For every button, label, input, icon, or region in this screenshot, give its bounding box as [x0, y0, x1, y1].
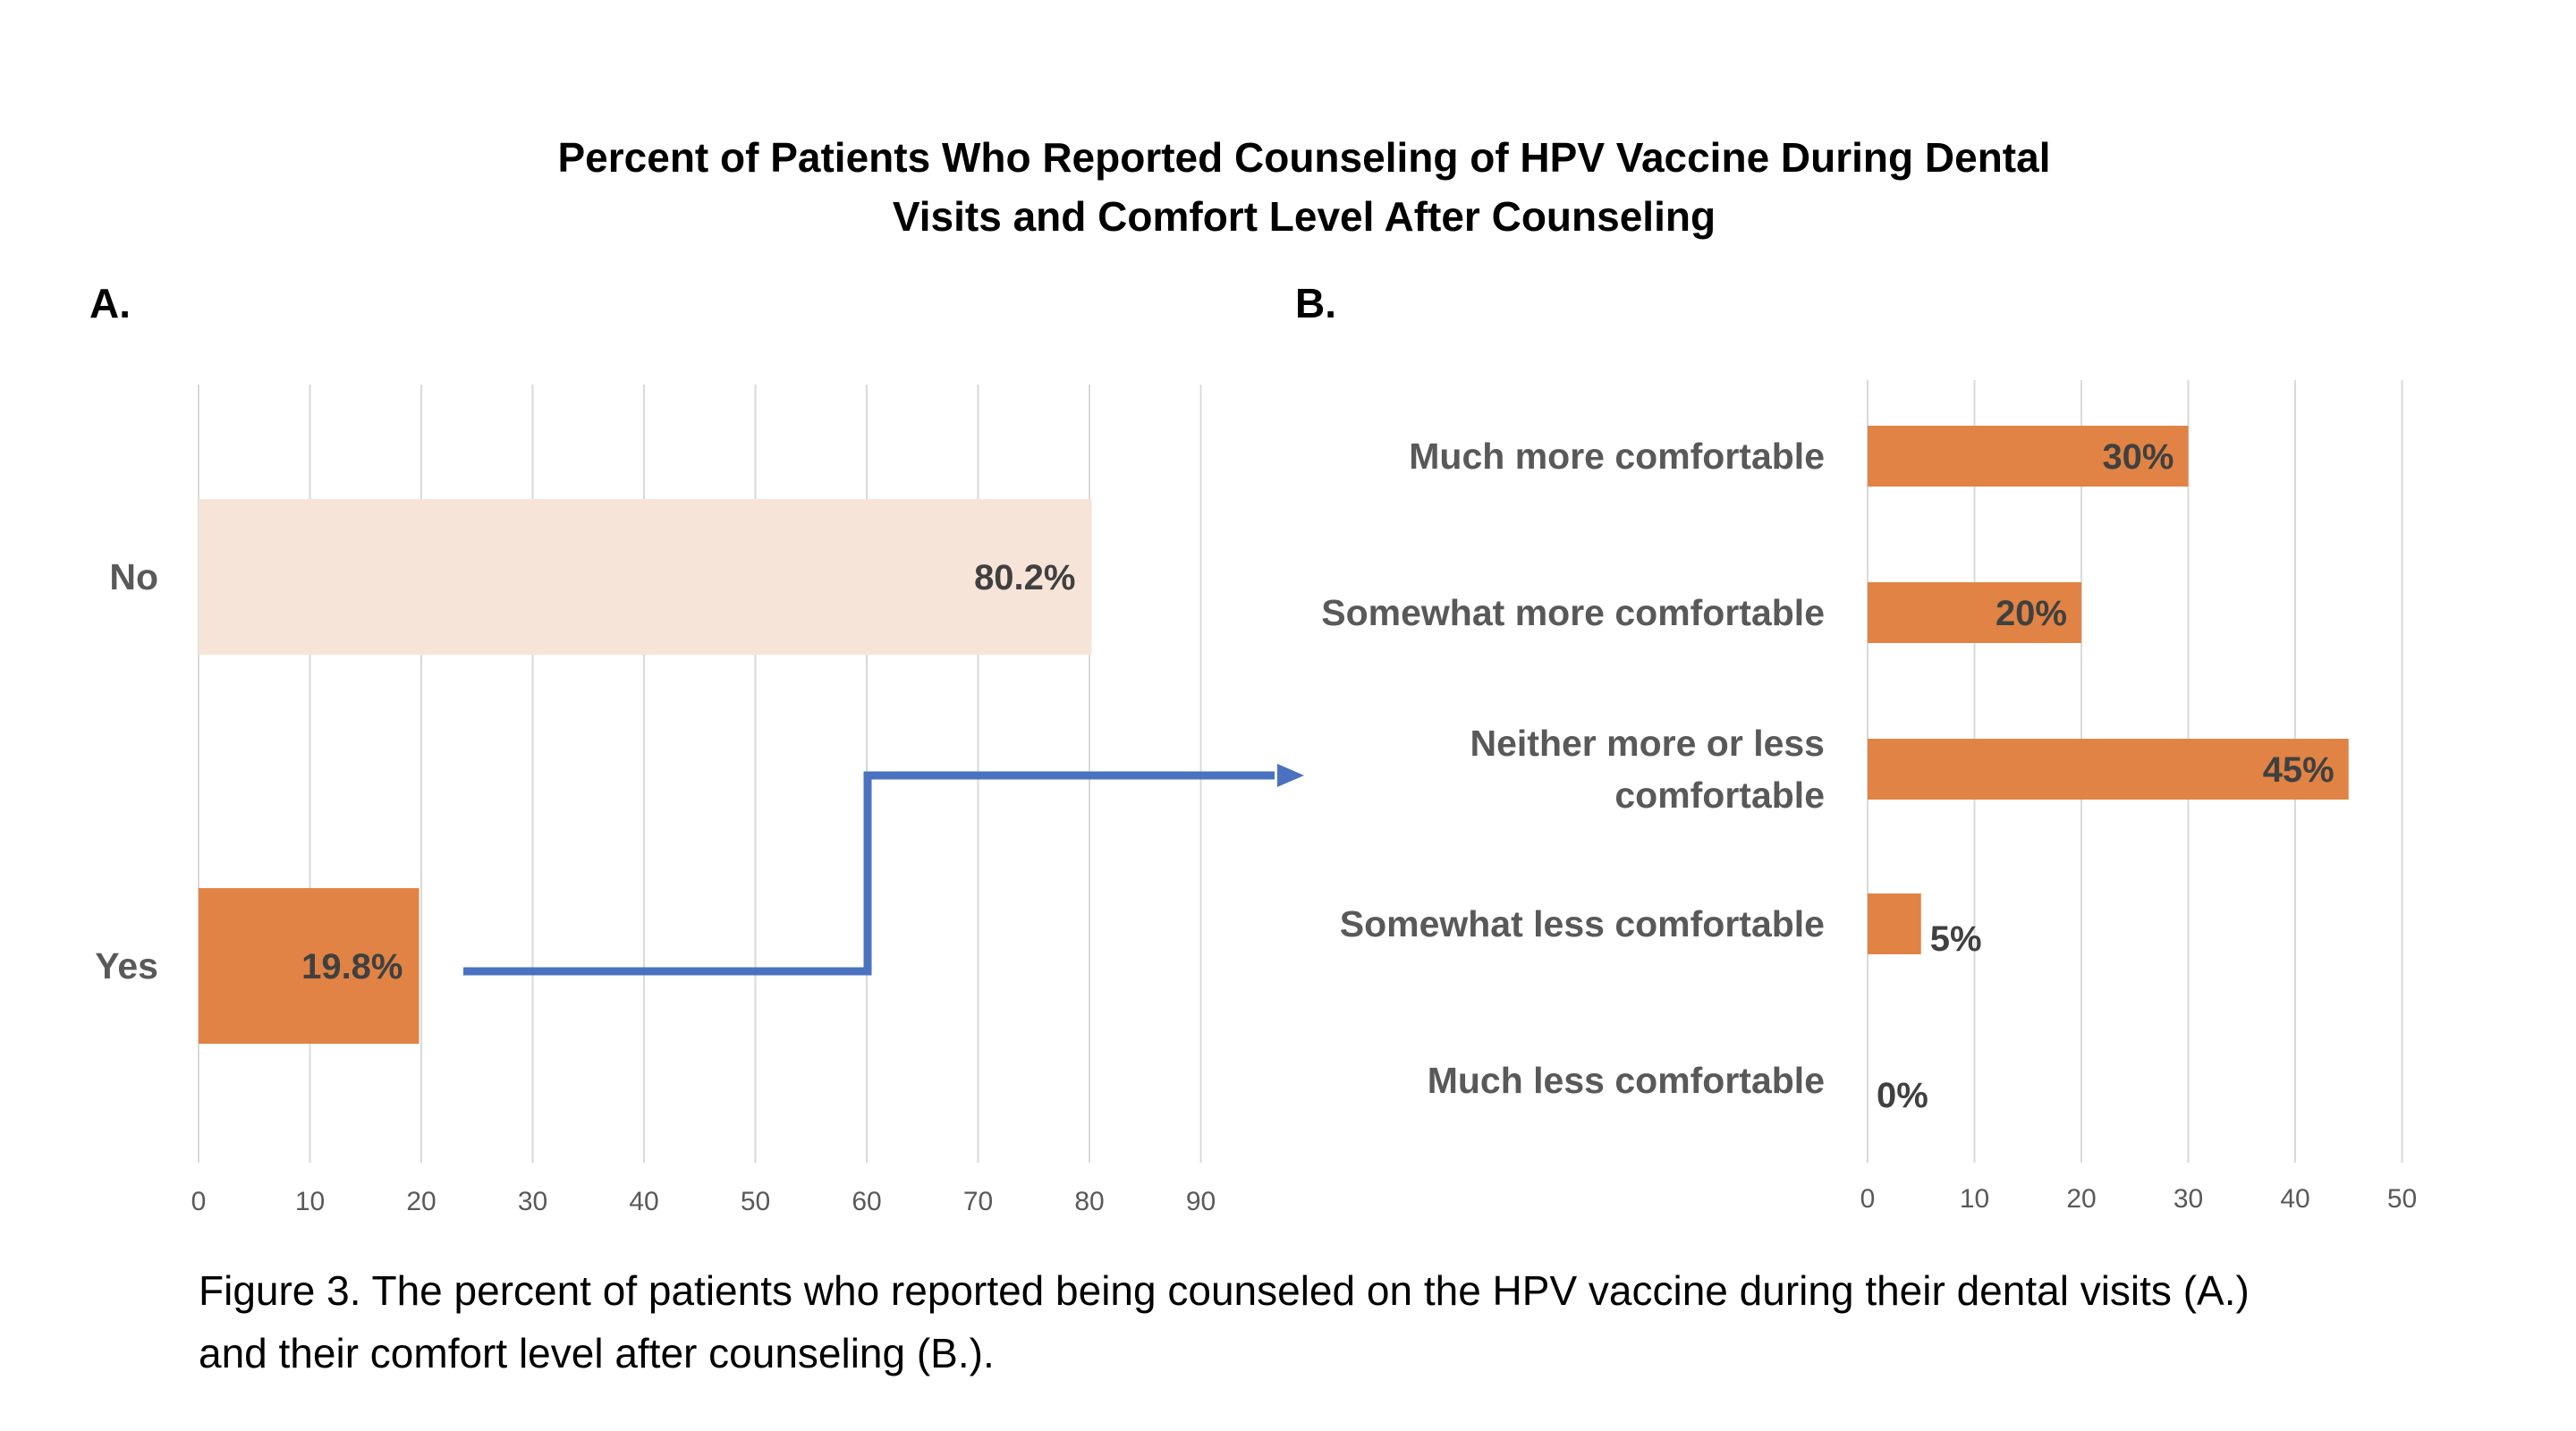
x-tick-label-a: 30	[518, 1187, 547, 1216]
panel-a-label: A.	[89, 280, 131, 326]
bar-b	[1868, 582, 2081, 643]
chart-title-line1: Percent of Patients Who Reported Counsel…	[557, 134, 2050, 181]
x-tick-label-b: 10	[1960, 1184, 1989, 1214]
bar-b	[1868, 739, 2349, 800]
connector-arrow	[463, 771, 1275, 976]
x-tick-label-b: 50	[2387, 1184, 2417, 1214]
data-label-a: 19.8%	[301, 947, 402, 986]
bar-b	[1868, 893, 1921, 954]
x-tick-label-a: 90	[1186, 1187, 1216, 1216]
x-tick-label-a: 50	[741, 1187, 770, 1216]
category-label-a: Yes	[95, 945, 158, 986]
category-label-b: Somewhat more comfortable	[1321, 592, 1825, 633]
x-tick-label-b: 0	[1860, 1184, 1876, 1214]
figure-caption-line1: Figure 3. The percent of patients who re…	[199, 1267, 2250, 1314]
x-tick-label-a: 70	[963, 1187, 993, 1216]
bar-a-yes	[199, 888, 419, 1044]
x-tick-label-a: 40	[629, 1187, 658, 1216]
x-tick-label-b: 40	[2280, 1184, 2309, 1214]
category-label-b: Much less comfortable	[1428, 1060, 1825, 1101]
category-label-b: comfortable	[1614, 775, 1825, 816]
x-tick-label-b: 30	[2174, 1184, 2203, 1214]
panel-b-chart: 0 10 20 30 40 50 Much more comfortable 30% Somew…	[1321, 380, 2417, 1214]
data-label-b: 0%	[1877, 1076, 1928, 1115]
category-label-b: Neither more or less	[1470, 723, 1826, 764]
data-label-b: 45%	[2263, 750, 2334, 790]
data-label-b: 20%	[1996, 594, 2067, 633]
figure-caption-line2: and their comfort level after counseling…	[199, 1330, 995, 1376]
data-label-b: 5%	[1930, 919, 1982, 959]
chart-title-line2: Visits and Comfort Level After Counselin…	[893, 193, 1716, 240]
x-tick-label-b: 20	[2066, 1184, 2096, 1214]
bar-a-no	[199, 499, 1092, 655]
panel-a-chart: 0 10 20 30 40 50 60 70 80 90 No 80.2% Yes 19.8%	[95, 385, 1216, 1216]
x-tick-label-a: 20	[406, 1187, 436, 1216]
panel-b-label: B.	[1295, 280, 1336, 326]
bar-b	[1868, 426, 2189, 487]
arrow-head-icon	[1277, 764, 1304, 787]
category-label-a: No	[109, 556, 158, 597]
category-label-b: Somewhat less comfortable	[1340, 903, 1825, 944]
data-label-a: 80.2%	[974, 558, 1075, 597]
x-tick-label-a: 60	[852, 1187, 881, 1216]
data-label-b: 30%	[2102, 437, 2174, 477]
x-tick-label-a: 80	[1074, 1187, 1104, 1216]
x-tick-label-a: 0	[191, 1187, 207, 1216]
category-label-b: Much more comfortable	[1409, 436, 1825, 477]
x-tick-label-a: 10	[295, 1187, 325, 1216]
